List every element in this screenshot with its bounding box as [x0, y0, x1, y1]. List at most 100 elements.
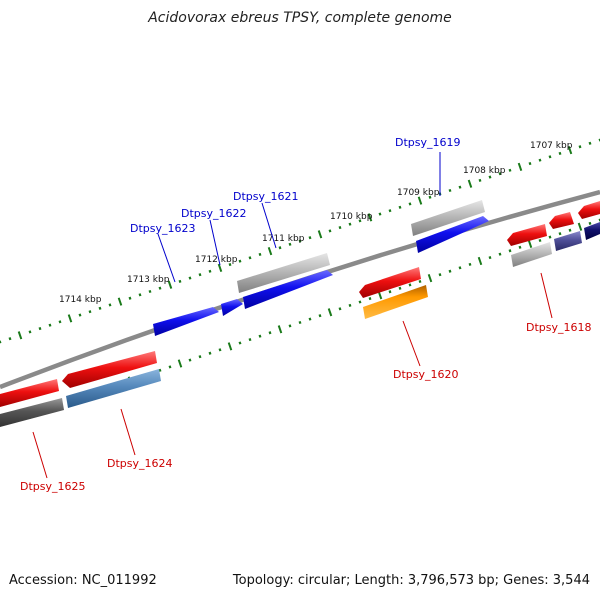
major-tick: [567, 145, 573, 155]
gene-arrow[interactable]: [221, 299, 243, 316]
minor-tick: [88, 310, 92, 314]
gene-arrow[interactable]: [549, 212, 574, 229]
minor-tick: [148, 289, 152, 294]
gene-arrow[interactable]: [237, 253, 330, 293]
gene-arrow[interactable]: [153, 307, 219, 336]
gene-arrow[interactable]: [363, 285, 428, 319]
minor-tick: [138, 293, 142, 297]
genome-title: Acidovorax ebreus TPSY, complete genome: [148, 10, 452, 26]
gene-label-dtpsy-1625[interactable]: Dtpsy_1625: [20, 480, 86, 493]
minor-tick: [78, 313, 82, 317]
major-tick: [167, 280, 173, 289]
minor-tick: [158, 286, 162, 290]
major-tick: [177, 359, 183, 368]
minor-tick: [338, 307, 342, 311]
minor-tick: [48, 323, 52, 327]
minor-tick: [358, 300, 362, 304]
minor-tick: [488, 175, 492, 179]
major-tick: [227, 342, 233, 351]
tick-label: 1713 kbp: [127, 275, 170, 285]
minor-tick: [238, 259, 242, 263]
minor-tick: [168, 365, 172, 369]
minor-tick: [258, 334, 262, 338]
gene-arrow[interactable]: [0, 398, 64, 427]
minor-tick: [568, 228, 572, 232]
gene-label-dtpsy-1621[interactable]: Dtpsy_1621: [233, 190, 299, 203]
minor-tick: [588, 221, 592, 225]
minor-tick: [538, 158, 542, 162]
gene-arrow[interactable]: [243, 270, 333, 309]
minor-tick: [528, 161, 532, 166]
minor-tick: [468, 262, 472, 266]
minor-tick: [348, 303, 352, 307]
gene-arrow[interactable]: [578, 201, 600, 219]
minor-tick: [258, 252, 262, 257]
reverse-genes: [0, 201, 600, 427]
genome-backbone: [0, 189, 600, 390]
gene-arrow[interactable]: [416, 216, 489, 253]
accession-text: Accession: NC_011992: [9, 573, 157, 588]
gene-label-dtpsy-1624[interactable]: Dtpsy_1624: [107, 457, 173, 470]
minor-tick: [308, 317, 312, 321]
minor-tick: [538, 238, 542, 243]
forward-genes: [153, 200, 600, 336]
gene-arrow[interactable]: [584, 222, 600, 240]
major-tick: [117, 297, 123, 306]
minor-tick: [198, 273, 202, 277]
minor-tick: [128, 296, 132, 300]
minor-tick: [248, 338, 252, 342]
major-tick: [517, 162, 523, 172]
minor-tick: [458, 266, 462, 270]
gene-label-dtpsy-1622[interactable]: Dtpsy_1622: [181, 207, 247, 220]
minor-tick: [508, 249, 512, 253]
minor-tick: [558, 151, 562, 156]
minor-tick: [298, 320, 302, 325]
minor-tick: [218, 348, 222, 352]
major-tick: [417, 196, 423, 205]
minor-tick: [98, 306, 102, 310]
minor-tick: [358, 219, 362, 223]
minor-tick: [558, 232, 562, 236]
tick-label: 1707 kbp: [530, 141, 573, 151]
minor-tick: [548, 155, 552, 159]
major-tick: [477, 256, 483, 266]
minor-tick: [458, 185, 462, 189]
gene-labels: Dtpsy_1619 Dtpsy_1621 Dtpsy_1622 Dtpsy_1…: [20, 136, 592, 493]
tick-label: 1708 kbp: [463, 166, 506, 176]
gene-arrow[interactable]: [62, 351, 157, 388]
gene-arrow[interactable]: [359, 267, 421, 298]
minor-tick: [368, 297, 372, 301]
minor-tick: [498, 252, 502, 256]
major-tick: [367, 213, 373, 222]
outer-scale-track: [0, 138, 600, 344]
gene-label-dtpsy-1618[interactable]: Dtpsy_1618: [526, 321, 592, 334]
gene-label-dtpsy-1623[interactable]: Dtpsy_1623: [130, 222, 196, 235]
gene-label-dtpsy-1620[interactable]: Dtpsy_1620: [393, 368, 459, 381]
minor-tick: [298, 239, 302, 243]
minor-tick: [408, 202, 412, 206]
major-tick: [67, 314, 73, 323]
minor-tick: [38, 326, 42, 331]
gene-arrow[interactable]: [66, 369, 161, 408]
minor-tick: [28, 330, 32, 334]
minor-tick: [288, 324, 292, 328]
gene-arrow[interactable]: [507, 224, 547, 246]
minor-tick: [268, 331, 272, 335]
minor-tick: [188, 358, 192, 362]
minor-tick: [388, 209, 392, 213]
minor-tick: [578, 145, 582, 149]
gene-arrow[interactable]: [554, 231, 582, 251]
minor-tick: [328, 229, 332, 233]
gene-arrow[interactable]: [411, 200, 485, 236]
major-tick: [17, 331, 23, 340]
gene-arrow[interactable]: [511, 242, 552, 267]
gene-label-dtpsy-1619[interactable]: Dtpsy_1619: [395, 136, 461, 149]
gene-arrow[interactable]: [0, 379, 59, 407]
minor-tick: [188, 276, 192, 280]
tick-label: 1709 kbp: [397, 188, 440, 198]
major-tick: [267, 246, 273, 256]
minor-tick: [448, 269, 452, 273]
major-tick: [467, 179, 473, 188]
minor-tick: [208, 351, 212, 355]
